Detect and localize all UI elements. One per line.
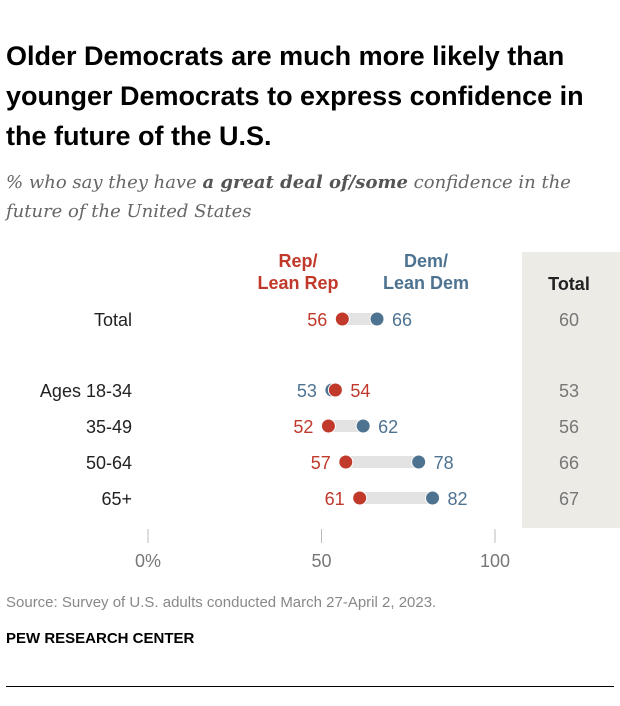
x-tick-label: 0%: [135, 551, 161, 571]
total-value: 56: [559, 417, 579, 437]
range-bar: [342, 313, 378, 325]
dot-plot: Total Rep/Lean Rep Dem/Lean Dem Total 66 56 60…: [40, 251, 620, 571]
range-bar: [328, 420, 364, 432]
data-label-dem: 82: [448, 489, 468, 509]
dot-dem: [355, 418, 371, 434]
legend-rep-line: Rep/: [278, 251, 317, 271]
total-value: 60: [559, 310, 579, 330]
data-label-rep: 52: [293, 417, 313, 437]
dot-rep: [320, 418, 336, 434]
data-label-rep: 57: [311, 453, 331, 473]
total-column-header: Total: [548, 274, 590, 294]
data-label-rep: 61: [325, 489, 345, 509]
x-tick-label: 50: [311, 551, 331, 571]
range-bar: [345, 456, 419, 468]
data-label-dem: 78: [434, 453, 454, 473]
legend-dem-line: Lean Dem: [383, 273, 469, 293]
publisher-logo-text: PEW RESEARCH CENTER: [6, 630, 195, 647]
subtitle-bold: a great deal of/some: [202, 172, 408, 193]
x-tick-label: 100: [480, 551, 510, 571]
dot-dem: [369, 311, 385, 327]
data-label-dem: 53: [297, 381, 317, 401]
legend-rep-line: Lean Rep: [257, 273, 338, 293]
category-label: Ages 18-34: [40, 381, 132, 401]
data-label-dem: 66: [392, 310, 412, 330]
subtitle-pre: % who say they have: [6, 172, 203, 193]
data-label-dem: 62: [378, 417, 398, 437]
bottom-rule: [6, 686, 614, 687]
dot-rep: [334, 311, 350, 327]
total-value: 53: [559, 381, 579, 401]
total-column-bg: [522, 252, 620, 528]
chart-subtitle: % who say they have a great deal of/some…: [6, 168, 616, 226]
category-label: Total: [94, 310, 132, 330]
data-label-rep: 56: [307, 310, 327, 330]
category-label: 35-49: [86, 417, 132, 437]
source-note: Source: Survey of U.S. adults conducted …: [6, 594, 437, 611]
legend-dem-line: Dem/: [404, 251, 448, 271]
dot-dem: [425, 490, 441, 506]
dot-rep: [352, 490, 368, 506]
subtitle-post: confidence in the future of the United S…: [6, 172, 571, 222]
range-bar: [359, 492, 433, 504]
total-value: 67: [559, 489, 579, 509]
category-label: 65+: [101, 489, 132, 509]
dot-rep: [327, 382, 343, 398]
category-label: 50-64: [86, 453, 132, 473]
total-value: 66: [559, 453, 579, 473]
chart-title: Older Democrats are much more likely tha…: [6, 41, 584, 151]
data-label-rep: 54: [350, 381, 370, 401]
dot-dem: [411, 454, 427, 470]
dot-rep: [338, 454, 354, 470]
